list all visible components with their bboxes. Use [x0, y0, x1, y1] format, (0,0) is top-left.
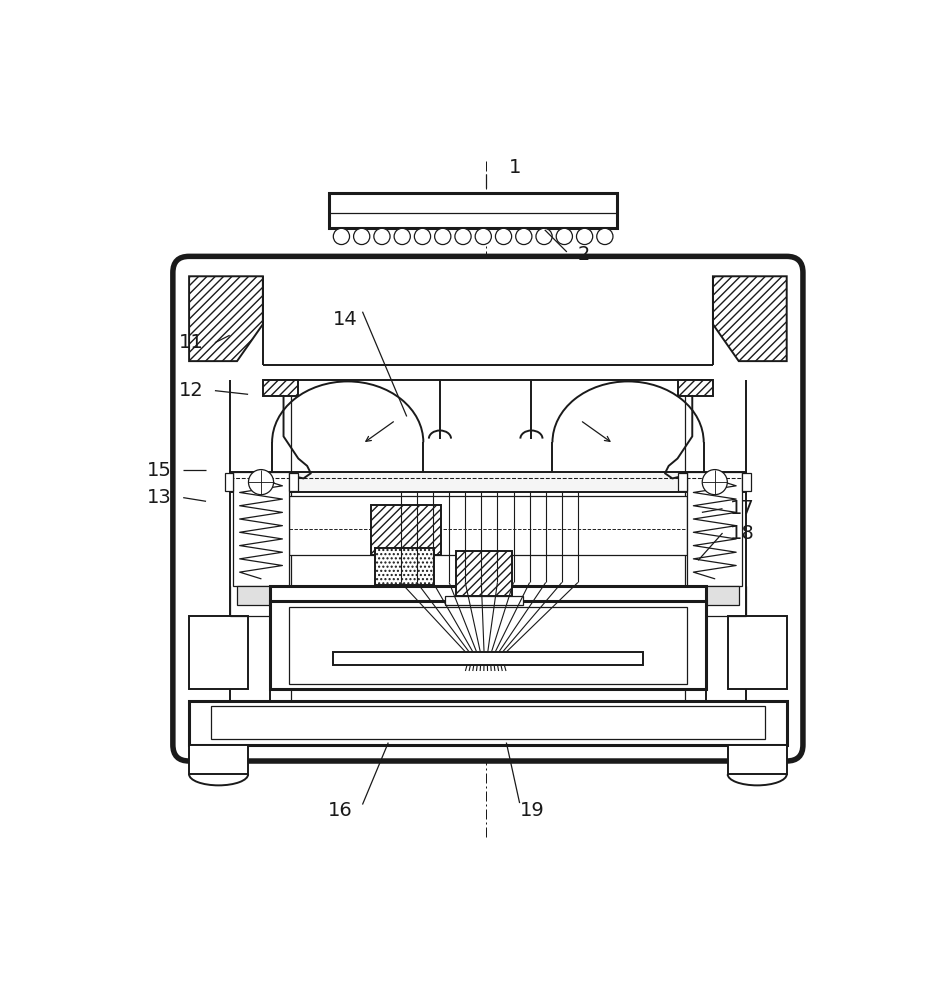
Polygon shape [189, 276, 263, 361]
Bar [329, 193, 617, 228]
Bar [229, 472, 746, 492]
Text: 12: 12 [179, 381, 204, 400]
Bar [375, 548, 434, 585]
Circle shape [248, 470, 273, 495]
Bar [189, 745, 248, 774]
Bar [446, 596, 523, 605]
Circle shape [556, 228, 572, 245]
Bar [687, 472, 743, 586]
Bar [211, 706, 764, 739]
Bar [456, 551, 511, 596]
Bar [270, 601, 705, 689]
Circle shape [495, 228, 511, 245]
Bar [727, 616, 786, 689]
Bar [233, 472, 288, 586]
Bar [189, 616, 248, 689]
Circle shape [374, 228, 390, 245]
Text: 15: 15 [148, 461, 172, 480]
Bar [225, 473, 233, 491]
Bar [371, 505, 442, 555]
Bar [727, 745, 786, 774]
Text: 18: 18 [730, 524, 755, 543]
Circle shape [536, 228, 552, 245]
Bar [288, 496, 687, 555]
Circle shape [353, 228, 369, 245]
Circle shape [475, 228, 491, 245]
Circle shape [394, 228, 410, 245]
Bar [270, 586, 705, 605]
Polygon shape [713, 276, 786, 361]
Text: 2: 2 [578, 245, 590, 264]
Circle shape [414, 228, 430, 245]
Bar [288, 473, 298, 491]
Circle shape [516, 228, 532, 245]
Bar [678, 473, 687, 491]
Circle shape [333, 228, 349, 245]
Bar [691, 586, 739, 605]
Text: 16: 16 [328, 801, 352, 820]
Text: 17: 17 [730, 499, 755, 518]
Circle shape [703, 470, 727, 495]
Bar [189, 701, 786, 745]
Circle shape [577, 228, 593, 245]
FancyBboxPatch shape [173, 256, 803, 761]
Bar [333, 652, 643, 665]
Bar [743, 473, 751, 491]
Text: 11: 11 [179, 333, 204, 352]
Bar [678, 380, 713, 396]
Text: 1: 1 [509, 158, 522, 177]
Bar [237, 586, 285, 605]
Bar [288, 607, 687, 684]
Circle shape [597, 228, 613, 245]
Circle shape [455, 228, 471, 245]
Bar [263, 380, 298, 396]
Circle shape [435, 228, 451, 245]
Text: 13: 13 [148, 488, 172, 507]
Text: 19: 19 [520, 801, 545, 820]
Text: 14: 14 [333, 310, 358, 329]
